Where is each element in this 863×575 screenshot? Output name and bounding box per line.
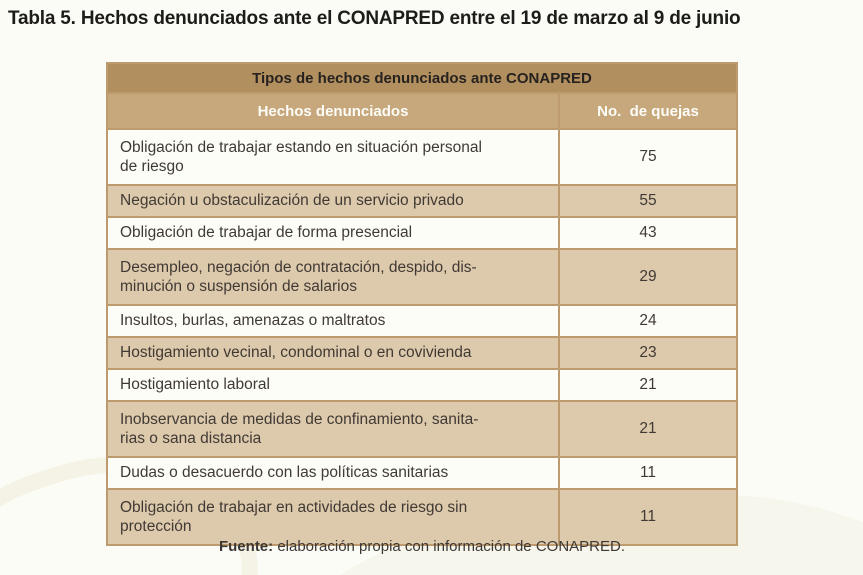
- source-note: Fuente: elaboración propia con informaci…: [106, 538, 738, 555]
- row-value: 75: [558, 130, 736, 184]
- source-note-label: Fuente:: [218, 538, 274, 555]
- table-row: Insultos, burlas, amenazas o maltratos 2…: [108, 304, 736, 336]
- table-row: Desempleo, negación de contratación, des…: [108, 248, 736, 304]
- row-value: 11: [558, 458, 736, 488]
- row-value: 11: [558, 490, 736, 544]
- row-label: Negación u obstaculización de un servici…: [120, 192, 464, 210]
- source-note-text: elaboración propia con información de CO…: [273, 538, 625, 555]
- page-title: Tabla 5. Hechos denunciados ante el CONA…: [8, 8, 741, 29]
- row-label: Desempleo, negación de contratación, des…: [120, 258, 477, 295]
- table-row: Inobservancia de medidas de confinamient…: [108, 400, 736, 456]
- table-row: Obligación de trabajar en actividades de…: [108, 488, 736, 544]
- row-value: 21: [558, 402, 736, 456]
- row-value: 43: [558, 218, 736, 248]
- table-row: Obligación de trabajar de forma presenci…: [108, 216, 736, 248]
- row-label: Hostigamiento vecinal, condominal o en c…: [120, 344, 472, 362]
- row-label: Insultos, burlas, amenazas o maltratos: [120, 312, 386, 330]
- table-caption: Tipos de hechos denunciados ante CONAPRE…: [108, 64, 736, 92]
- row-label: Hostigamiento laboral: [120, 376, 270, 394]
- row-value: 29: [558, 250, 736, 304]
- row-label: Obligación de trabajar de forma presenci…: [120, 224, 413, 242]
- table-column-headers: Hechos denunciados No. de quejas: [108, 92, 736, 128]
- table-row: Negación u obstaculización de un servici…: [108, 184, 736, 216]
- row-value: 21: [558, 370, 736, 400]
- conapred-complaints-table: Tipos de hechos denunciados ante CONAPRE…: [106, 62, 738, 546]
- table-row: Obligación de trabajar estando en situac…: [108, 128, 736, 184]
- row-value: 24: [558, 306, 736, 336]
- table-row: Hostigamiento vecinal, condominal o en c…: [108, 336, 736, 368]
- row-label: Dudas o desacuerdo con las políticas san…: [120, 464, 449, 482]
- column-header-no-de-quejas: No. de quejas: [558, 94, 736, 128]
- row-label: Obligación de trabajar en actividades de…: [120, 498, 468, 535]
- table-row: Dudas o desacuerdo con las políticas san…: [108, 456, 736, 488]
- row-label: Inobservancia de medidas de confinamient…: [120, 410, 479, 447]
- row-value: 55: [558, 186, 736, 216]
- row-value: 23: [558, 338, 736, 368]
- row-label: Obligación de trabajar estando en situac…: [120, 138, 482, 175]
- table-row: Hostigamiento laboral 21: [108, 368, 736, 400]
- column-header-hechos-denunciados: Hechos denunciados: [257, 102, 409, 120]
